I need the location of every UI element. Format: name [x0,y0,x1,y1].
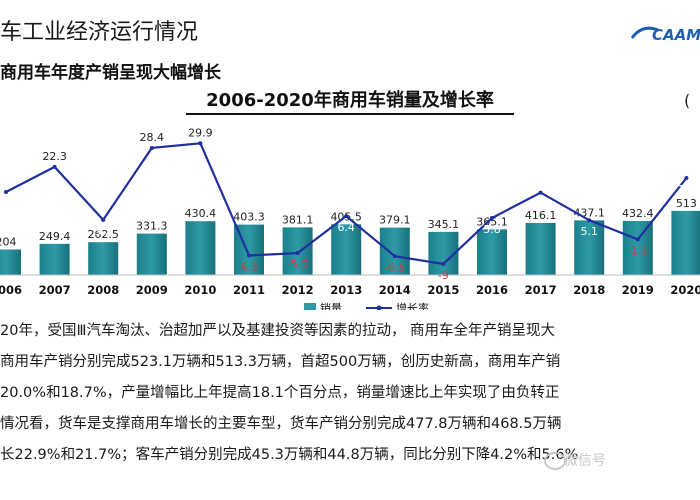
x-tick-label: 2011 [233,283,265,297]
bar-value-label: 331.3 [136,220,168,233]
growth-rate-point [52,164,57,169]
bar-2019 [622,220,653,275]
bar-value-label: 249.4 [39,230,71,243]
paragraph-line: 情况看，货车是支撑商用车增长的主要车型，货车产销分别完成477.8万辆和468.… [0,416,562,432]
growth-rate-point [247,253,251,258]
bar-2010 [185,221,216,275]
growth-rate-label: 22.3 [42,150,67,163]
chart-title-underline [186,113,514,115]
section-subtitle: 商用车年度产销呈现大幅增长 [0,63,221,83]
x-tick-label: 2012 [282,283,314,297]
growth-rate-point [441,261,446,266]
growth-rate-point [198,141,203,146]
bar-2016 [477,229,507,275]
x-tick-label: 2019 [622,283,654,297]
svg-text:CAAM: CAAM [652,26,700,44]
growth-rate-point [149,145,154,150]
bar-value-label: 432.4 [622,207,654,220]
bar-value-label: 430.4 [185,207,217,220]
x-tick-label: 2006 [0,283,22,297]
x-tick-label: 2010 [184,283,216,297]
legend-marker-growth [376,305,382,310]
bar-2006 [0,249,21,275]
bar-value-label: 204 [0,236,17,249]
x-tick-label: 2018 [573,283,605,297]
body-paragraph: 20年，受国Ⅲ汽车淘汰、治超加严以及基建投资等因素的拉动， 商用车全年产销呈现大… [0,316,700,471]
corner-mark: ( [684,91,691,110]
bar-value-label: 345.1 [428,218,460,231]
x-tick-label: 2013 [330,283,362,297]
x-tick-label: 2007 [39,283,71,297]
paragraph-line: 商用车产销分别完成523.1万辆和513.3万辆，首超500万辆，创历史新高，商… [0,354,561,370]
wechat-icon [544,452,566,470]
bar-value-label: 262.5 [87,228,119,241]
legend-label-growth: 增长率 [396,301,429,310]
growth-rate-point [490,216,494,221]
growth-rate-label: 4.2 [0,175,15,188]
bar-value-label: 381.1 [282,213,314,226]
growth-rate-label: 5.1 [580,225,598,238]
bar-2009 [136,233,167,275]
growth-rate-label: -6.5 [384,261,405,274]
legend-label-sales: 销量 [320,301,342,310]
growth-rate-label: 29.9 [188,126,213,139]
legend-swatch-sales [304,303,316,310]
growth-rate-label: -1.1 [627,244,648,257]
growth-rate-label: 14 [534,198,548,211]
bar-value-label: 513 [676,197,697,210]
bar-2013 [331,224,362,275]
sales-growth-chart: 204249.4262.5331.3430.4403.3381.1405.537… [0,126,700,310]
growth-rate-point [295,251,300,256]
page-header-title: 车工业经济运行情况 [0,20,199,45]
bar-2018 [574,220,605,275]
x-tick-label: 2015 [427,283,459,297]
bar-value-label: 403.3 [233,211,265,224]
growth-rate-label: 6.4 [337,221,355,234]
growth-rate-point [344,214,349,219]
bar-2020 [671,210,700,275]
growth-rate-point [4,189,8,194]
growth-rate-point [101,217,106,222]
growth-rate-label: 6.3 [240,261,258,274]
chart-title: 2006-2020年商用车销量及增长率 [206,90,494,111]
paragraph-line: 20.0%和18.7%，产量增幅比上年提高18.1个百分点，销量增速比上年实现了… [0,385,560,401]
x-tick-label: 2008 [87,283,119,297]
paragraph-line: 20年，受国Ⅲ汽车淘汰、治超加严以及基建投资等因素的拉动， 商用车全年产销呈现大 [0,323,556,339]
bar-2017 [525,222,556,275]
x-tick-label: 2017 [525,283,557,297]
growth-rate-point [635,237,640,242]
growth-rate-label: -5.5 [287,258,308,271]
growth-rate-label: 5.2 [94,225,112,238]
growth-rate-point [684,176,689,181]
growth-rate-point [538,190,543,195]
growth-rate-point [587,218,592,223]
growth-rate-label: -9 [438,269,449,282]
x-tick-label: 2014 [379,283,411,297]
paragraph-line: 长22.9%和21.7%；客车产销分别完成45.3万辆和44.8万辆，同比分别下… [0,447,579,463]
x-tick-label: 2016 [476,283,508,297]
x-tick-label: 2020 [670,283,700,297]
bar-2014 [379,227,410,275]
bar-2008 [88,242,119,275]
growth-rate-label: 28.4 [140,131,165,144]
x-tick-label: 2009 [136,283,168,297]
bar-value-label: 416.1 [525,209,557,222]
bar-value-label: 379.1 [379,214,411,227]
watermark-text: 微信号 [564,453,606,469]
growth-rate-point [392,254,397,259]
company-logo: CAAM [630,26,700,44]
bar-2007 [39,243,70,275]
growth-rate-label: 5.8 [483,223,501,236]
growth-rate-label: 18. [678,183,696,196]
